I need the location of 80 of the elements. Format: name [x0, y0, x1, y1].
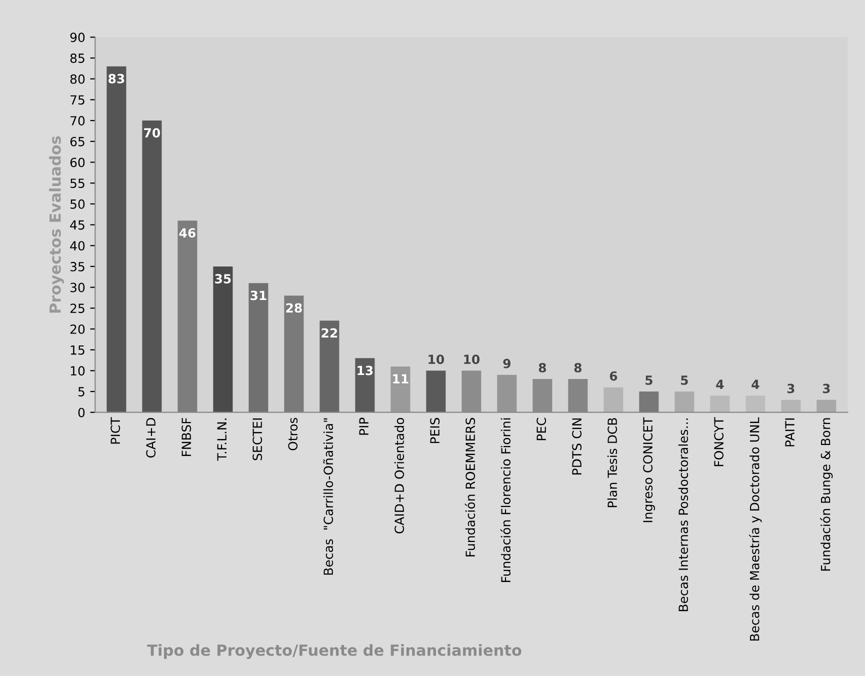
x-tick-label: FONCYT — [714, 417, 724, 466]
bar — [639, 392, 659, 412]
x-tick-label: FNBSF — [182, 418, 192, 456]
x-tick-label: Fundación Bunge & Born — [820, 418, 833, 571]
bar — [604, 387, 624, 412]
y-tick-label: 65 — [70, 136, 84, 146]
bar — [390, 366, 410, 412]
y-tick-label: 10 — [70, 366, 85, 376]
x-tick-label: SECTEI — [252, 418, 262, 460]
data-label: 83 — [108, 74, 124, 84]
bar — [320, 320, 340, 412]
data-label: 13 — [358, 366, 373, 376]
data-label: 70 — [144, 128, 160, 138]
y-tick-label: 60 — [70, 158, 85, 168]
data-label: 8 — [538, 362, 546, 372]
bar — [746, 396, 766, 412]
data-label: 28 — [286, 303, 302, 313]
x-tick-label: T.F.L.N. — [217, 418, 226, 461]
data-label: 3 — [787, 384, 794, 394]
data-label: 10 — [428, 354, 444, 364]
y-tick-label: 70 — [70, 116, 85, 126]
data-label: 11 — [393, 374, 408, 384]
data-label: 6 — [610, 371, 618, 381]
x-tick-label: PICT — [110, 417, 120, 444]
data-label: 4 — [752, 380, 760, 389]
y-tick-label: 45 — [70, 220, 84, 230]
bar — [497, 374, 517, 412]
data-label: 8 — [574, 362, 582, 372]
x-axis-title: Tipo de Proyecto/Fuente de Financiamiento — [147, 644, 522, 660]
data-label: 4 — [716, 380, 724, 389]
bar — [248, 283, 268, 412]
y-tick-label: 30 — [70, 282, 85, 292]
y-tick-label: 15 — [70, 345, 84, 355]
bar — [426, 370, 446, 412]
y-tick-label: 25 — [70, 304, 84, 314]
data-label: 22 — [322, 328, 338, 338]
data-label: 9 — [503, 358, 510, 368]
y-tick-label: 90 — [70, 32, 85, 42]
data-label: 10 — [464, 354, 480, 364]
x-tick-label: Ingreso CONICET — [643, 417, 655, 522]
y-tick-label: 20 — [70, 324, 85, 334]
y-tick-label: 85 — [70, 53, 84, 63]
bar — [213, 266, 233, 412]
x-tick-label: CAI+D — [146, 418, 156, 458]
y-axis-title: Proyectos Evaluados — [49, 136, 64, 313]
x-tick-label: Fundación ROEMMERS — [464, 418, 476, 556]
bar — [710, 396, 730, 412]
data-label: 31 — [250, 290, 266, 300]
data-label: 35 — [215, 274, 231, 284]
y-tick-label: 40 — [70, 241, 85, 251]
x-tick-label: PDTS CIN — [572, 418, 582, 474]
y-tick-label: 0 — [78, 408, 85, 418]
x-tick-label: PAITI — [785, 418, 794, 446]
x-tick-label: Plan Tesis DCB — [607, 418, 618, 508]
x-tick-label: Becas de Maestría y Doctorado UNL — [749, 417, 762, 641]
bar — [142, 120, 162, 412]
bar — [355, 358, 375, 412]
data-label: 46 — [179, 228, 196, 238]
x-tick-label: Fundación Florencio Fiorini — [500, 418, 511, 582]
x-tick-label: Becas "Carrillo-Oñativia" — [323, 418, 334, 575]
y-tick-label: 55 — [70, 178, 84, 188]
data-label: 3 — [822, 384, 830, 394]
x-tick-label: CAID+D Orientado — [394, 418, 404, 534]
data-label: 5 — [646, 376, 652, 385]
y-tick-label: 50 — [70, 199, 85, 209]
x-tick-label: Otros — [288, 418, 298, 450]
bar — [674, 392, 694, 412]
y-tick-label: 35 — [70, 262, 84, 272]
y-tick-label: 80 — [70, 74, 85, 84]
bar — [781, 400, 801, 412]
x-tick-label: Becas Internas Posdoctorales... — [678, 418, 688, 612]
x-tick-label: PIP — [359, 418, 368, 435]
bar — [106, 66, 126, 412]
y-tick-label: 75 — [70, 95, 84, 105]
data-label: 5 — [681, 376, 688, 385]
x-tick-label: PEIS — [430, 418, 440, 444]
bar — [816, 400, 836, 412]
y-tick-label: 5 — [78, 387, 84, 396]
bar — [284, 296, 304, 412]
x-tick-label: PEC — [536, 418, 546, 440]
